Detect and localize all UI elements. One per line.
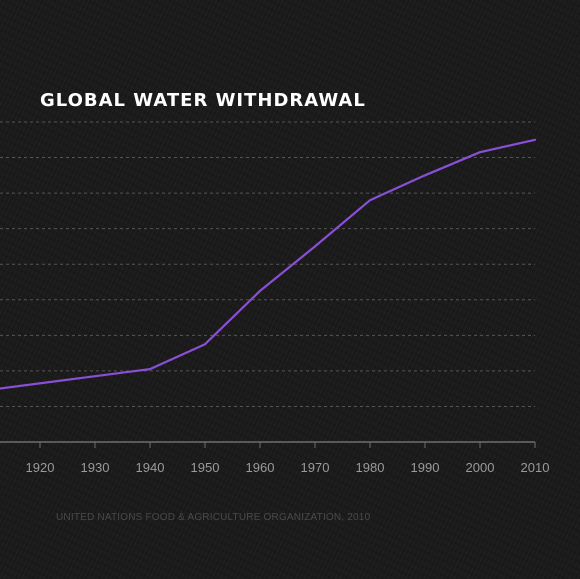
chart-title: GLOBAL WATER WITHDRAWAL: [40, 90, 366, 111]
x-tick-label: 1940: [136, 460, 165, 475]
series-line: [0, 138, 537, 390]
x-tick-label: 1990: [411, 460, 440, 475]
x-tick-label: 1920: [26, 460, 55, 475]
gridlines: [0, 121, 535, 407]
x-tick-label: 1930: [81, 460, 110, 475]
x-tick-label: 2010: [521, 460, 550, 475]
x-tick-label: 1980: [356, 460, 385, 475]
x-axis-ticks: 1910192019301940195019601970198019902000…: [26, 442, 550, 475]
source-note: UNITED NATIONS FOOD & AGRICULTURE ORGANI…: [56, 512, 371, 523]
x-tick-label: 1970: [301, 460, 330, 475]
x-tick-label: 1960: [246, 460, 275, 475]
x-tick-label: 1950: [191, 460, 220, 475]
x-tick-label: 2000: [466, 460, 495, 475]
